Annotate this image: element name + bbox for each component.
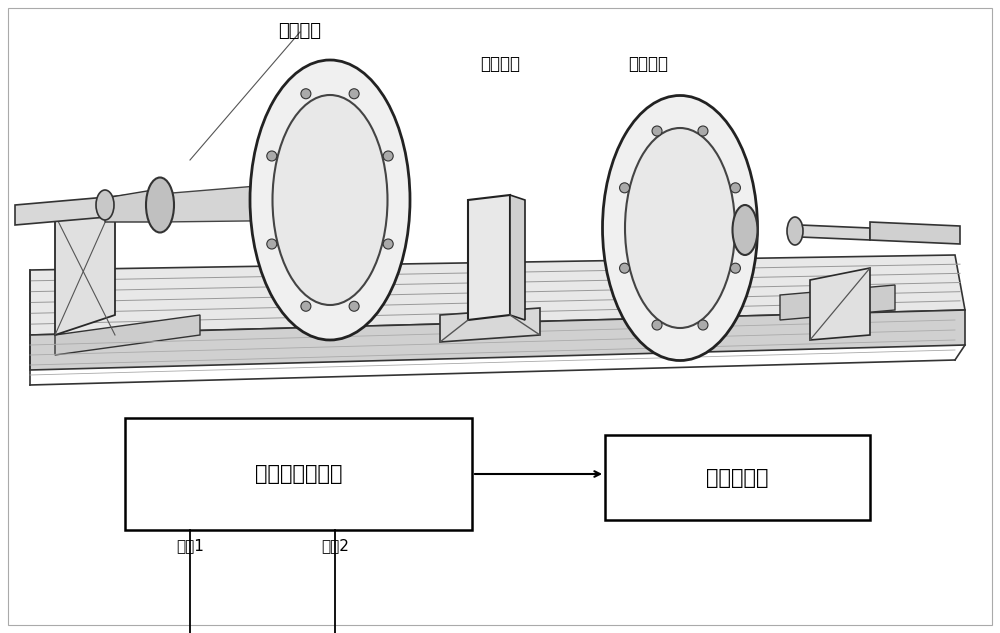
Circle shape xyxy=(698,320,708,330)
Ellipse shape xyxy=(250,60,410,340)
Polygon shape xyxy=(160,180,330,222)
Polygon shape xyxy=(468,195,510,320)
Ellipse shape xyxy=(625,128,735,328)
Circle shape xyxy=(652,126,662,136)
Circle shape xyxy=(267,239,277,249)
Text: 接收天线: 接收天线 xyxy=(628,55,668,73)
Polygon shape xyxy=(780,285,895,320)
Circle shape xyxy=(383,239,393,249)
Bar xyxy=(605,435,870,520)
Polygon shape xyxy=(680,222,750,256)
Ellipse shape xyxy=(787,217,803,245)
Circle shape xyxy=(349,301,359,311)
Text: 待测样品: 待测样品 xyxy=(480,55,520,73)
Text: 端口2: 端口2 xyxy=(321,538,349,553)
Text: 端口1: 端口1 xyxy=(176,538,204,553)
Bar xyxy=(125,418,472,530)
Circle shape xyxy=(620,183,630,193)
Polygon shape xyxy=(510,195,525,320)
Polygon shape xyxy=(440,308,540,342)
Text: 矢量网络分析仪: 矢量网络分析仪 xyxy=(255,464,342,484)
Ellipse shape xyxy=(602,96,758,361)
Ellipse shape xyxy=(146,177,174,232)
Ellipse shape xyxy=(96,190,114,220)
Ellipse shape xyxy=(272,95,388,305)
Polygon shape xyxy=(55,200,115,335)
Circle shape xyxy=(620,263,630,273)
Circle shape xyxy=(267,151,277,161)
Circle shape xyxy=(349,89,359,99)
Circle shape xyxy=(652,320,662,330)
Polygon shape xyxy=(800,225,870,240)
Circle shape xyxy=(301,89,311,99)
Text: 控制计算机: 控制计算机 xyxy=(706,468,769,487)
Polygon shape xyxy=(30,310,965,370)
Polygon shape xyxy=(55,315,200,355)
Polygon shape xyxy=(870,222,960,244)
Circle shape xyxy=(383,151,393,161)
Ellipse shape xyxy=(732,205,758,255)
Text: 发射天线: 发射天线 xyxy=(278,22,322,40)
Polygon shape xyxy=(30,255,965,335)
Circle shape xyxy=(301,301,311,311)
Circle shape xyxy=(730,183,740,193)
Polygon shape xyxy=(15,195,130,225)
Circle shape xyxy=(730,263,740,273)
Polygon shape xyxy=(105,188,165,222)
Polygon shape xyxy=(810,268,870,340)
Circle shape xyxy=(698,126,708,136)
